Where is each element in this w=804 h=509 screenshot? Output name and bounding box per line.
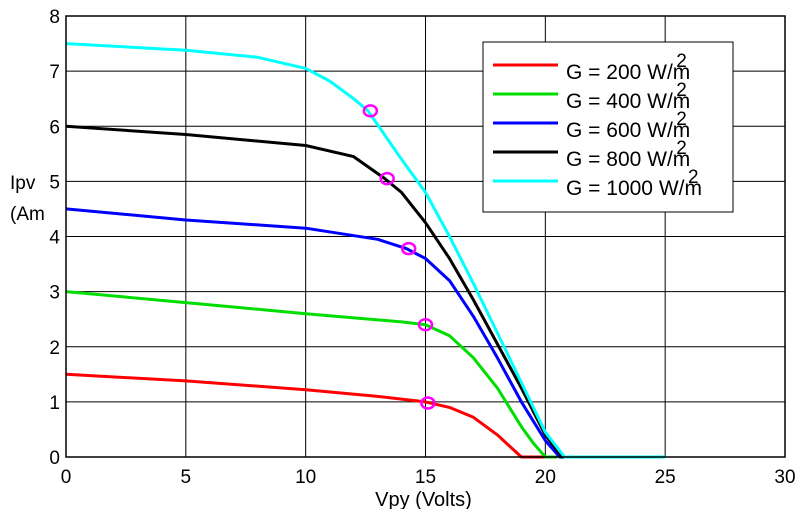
legend-label: G = 600 W/m2: [566, 109, 690, 142]
series-line-3: [65, 207, 570, 459]
legend-label: G = 800 W/m2: [566, 138, 690, 171]
tick-labels: 0 5 10 15 20 25 30 0 1 2 3 4 5 6 7 8: [49, 7, 795, 488]
legend-label: G = 200 W/m2: [566, 51, 690, 84]
legend: G = 200 W/m2G = 400 W/m2G = 600 W/m2G = …: [482, 41, 734, 213]
y-tick-label: 3: [49, 283, 60, 304]
y-axis-label: Ipv (Am: [10, 173, 45, 225]
y-tick-label: 7: [49, 62, 60, 83]
y-tick-label: 4: [49, 228, 60, 249]
x-tick-label: 5: [181, 467, 192, 488]
legend-label: G = 1000 W/m2: [566, 167, 702, 200]
y-tick-label: 1: [49, 393, 60, 414]
mpp-marker: [417, 317, 434, 332]
series-line-2: [65, 290, 558, 459]
series-group: [65, 42, 666, 459]
series-line-1: [65, 372, 546, 459]
y-tick-label: 6: [49, 117, 60, 138]
y-tick-label: 0: [49, 448, 60, 469]
x-tick-label: 20: [535, 467, 556, 488]
x-tick-label: 0: [61, 467, 72, 488]
x-tick-label: 10: [295, 467, 316, 488]
plot-frame: [65, 15, 786, 458]
y-tick-label: 2: [49, 338, 60, 359]
y-tick-label: 8: [49, 7, 60, 28]
legend-box: [482, 41, 734, 213]
series-line-5: [65, 42, 666, 459]
x-tick-label: 15: [415, 467, 436, 488]
x-tick-label: 25: [655, 467, 676, 488]
legend-label: G = 400 W/m2: [566, 80, 690, 113]
mpp-marker: [362, 104, 379, 118]
mpp-marker: [400, 241, 417, 256]
x-tick-label: 30: [774, 467, 795, 488]
x-axis-label: Vpy (Volts): [375, 489, 472, 509]
mpp-marker: [379, 171, 395, 186]
mpp-markers: [362, 104, 436, 410]
mpp-marker: [420, 396, 436, 410]
y-tick-label: 5: [49, 172, 60, 193]
